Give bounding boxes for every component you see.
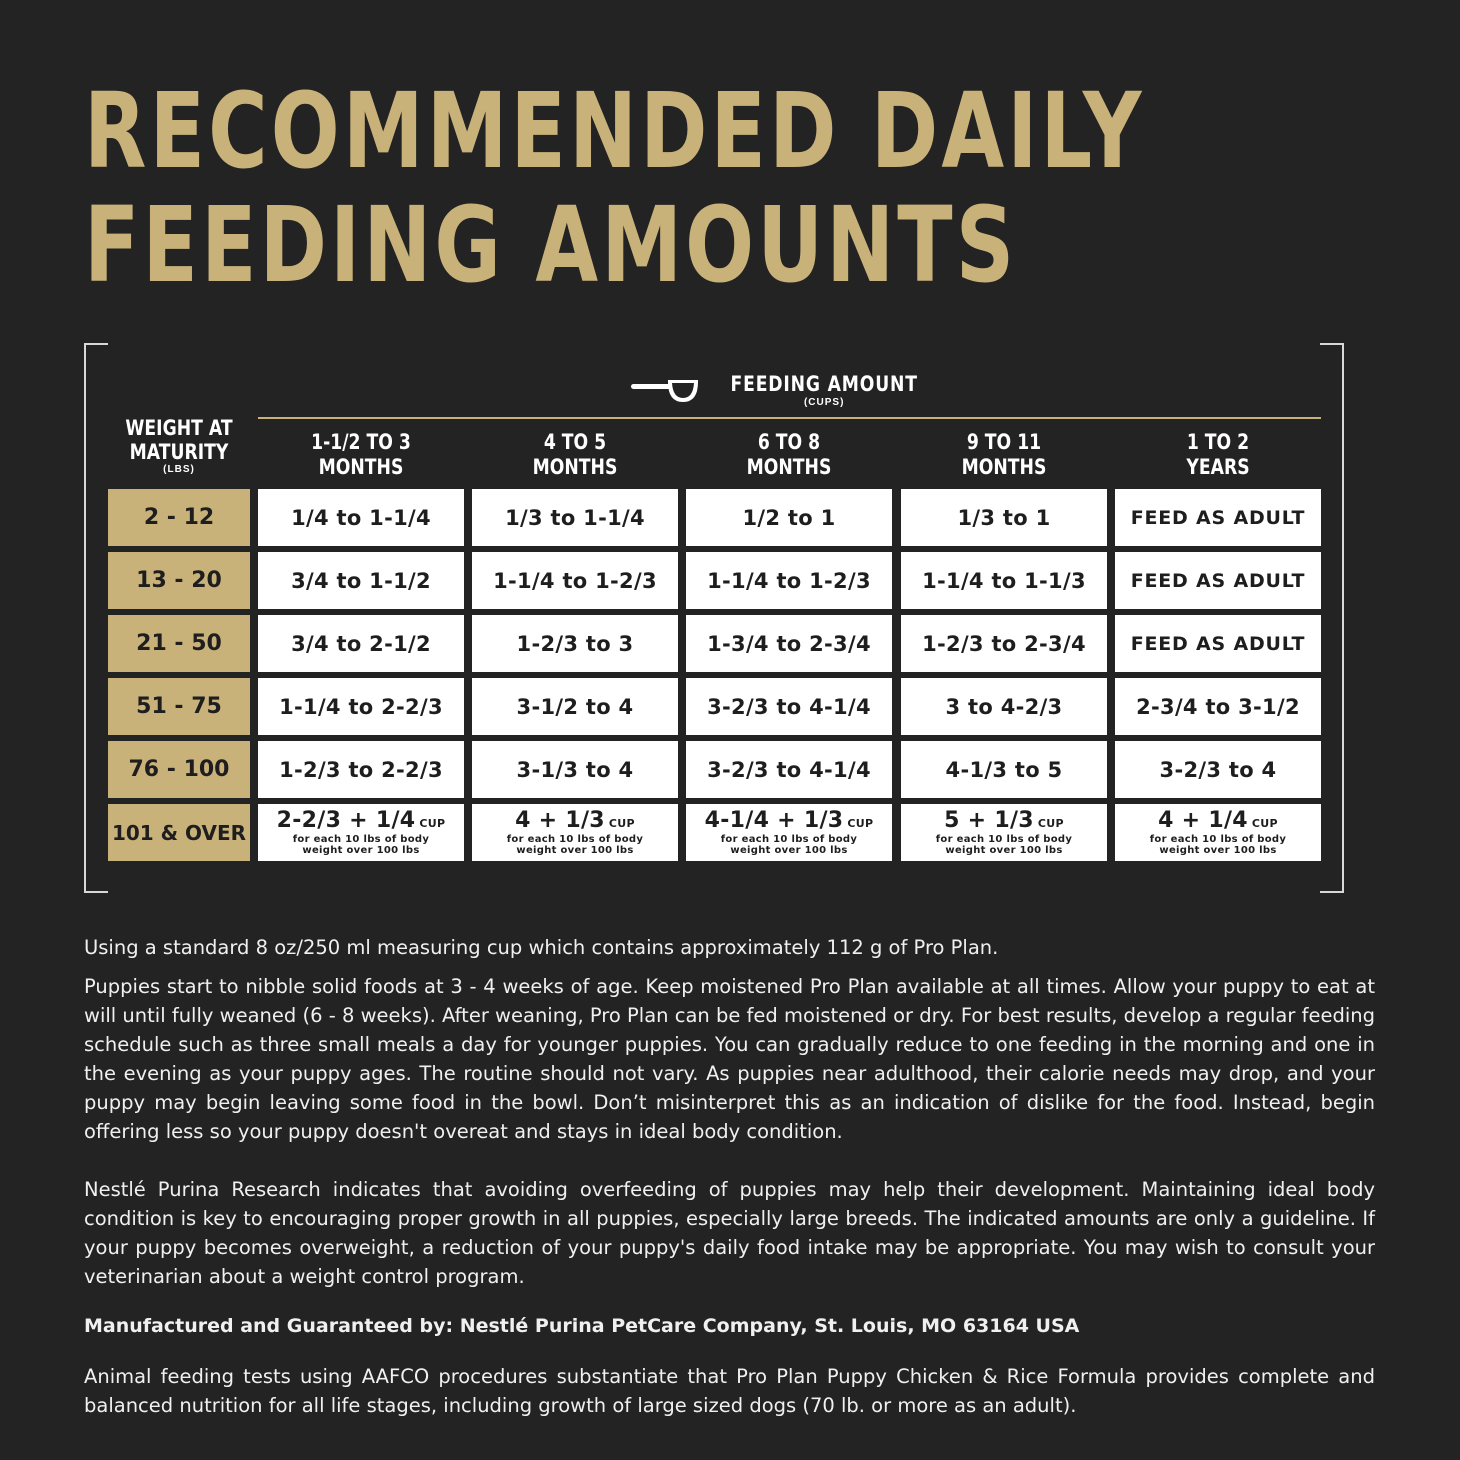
weight-header-unit: (LBS) [163,464,195,475]
amount: 5 + 1/3 [944,807,1034,833]
feeding-cell: 1-2/3 to 3 [472,615,678,672]
amount: 4 + 1/3 [515,807,605,833]
feeding-cell: 1-2/3 to 2-3/4 [901,615,1107,672]
feeding-cell-large-breed: 4 + 1/4 CUP for each 10 lbs of body weight… [1115,804,1321,861]
aafco-statement: Animal feeding tests using AAFCO procedu… [84,1365,1375,1417]
weight-cell: 13 - 20 [108,552,250,609]
weight-cell: 51 - 75 [108,678,250,735]
cup-unit: CUP [847,816,874,830]
note-line-2: weight over 100 lbs [1159,844,1277,856]
feeding-cell: 1/4 to 1-1/4 [258,489,464,546]
column-header-line-1: 4 TO 5 [543,430,607,454]
feeding-cell: 1-3/4 to 2-3/4 [686,615,892,672]
research-paragraph: Nestlé Purina Research indicates that av… [84,1178,1375,1288]
feeding-amount-label: FEEDING AMOUNT [730,372,918,396]
feeding-cell: 1-1/4 to 1-1/3 [901,552,1107,609]
feeding-cell: 1/3 to 1-1/4 [472,489,678,546]
table-bracket-right [1320,343,1344,893]
page-title: RECOMMENDED DAILY FEEDING AMOUNTS [84,70,1145,306]
feeding-cell: 2-3/4 to 3-1/2 [1115,678,1321,735]
feeding-cell: 3/4 to 2-1/2 [258,615,464,672]
feeding-amount-unit: (CUPS) [803,397,845,408]
feeding-cell: 1/3 to 1 [901,489,1107,546]
weight-header: WEIGHT AT MATURITY (LBS) [108,416,250,475]
feeding-cell: 3-2/3 to 4-1/4 [686,741,892,798]
weight-header-line-2: MATURITY [129,440,229,464]
cup-unit: CUP [608,816,635,830]
feeding-cell: 1-1/4 to 2-2/3 [258,678,464,735]
feeding-cell: 3-1/2 to 4 [472,678,678,735]
manufacturer-line: Manufactured and Guaranteed by: Nestlé P… [84,1315,1080,1337]
table-bracket-left [84,343,108,893]
column-header-line-2: MONTHS [318,455,404,479]
note-line-1: for each 10 lbs of body [506,833,644,845]
column-header-6-to-8-months: 6 TO 8 MONTHS [686,430,892,480]
column-header-line-1: 1 TO 2 [1186,430,1250,454]
column-header-9-to-11-months: 9 TO 11 MONTHS [901,430,1107,480]
column-header-1-to-2-years: 1 TO 2 YEARS [1115,430,1321,480]
column-header-4-to-5-months: 4 TO 5 MONTHS [472,430,678,480]
note-line-1: for each 10 lbs of body [1149,833,1287,845]
feeding-cell: FEED AS ADULT [1115,489,1321,546]
title-line-1: RECOMMENDED DAILY [84,70,1145,192]
feeding-cell: FEED AS ADULT [1115,552,1321,609]
feeding-cell-large-breed: 5 + 1/3 CUP for each 10 lbs of body weight… [901,804,1107,861]
amount: 2-2/3 + 1/4 [276,807,416,833]
note-line-2: weight over 100 lbs [516,844,634,856]
feeding-cell: 1-2/3 to 2-2/3 [258,741,464,798]
cup-unit: CUP [1251,816,1278,830]
note-line-1: for each 10 lbs of body [720,833,858,845]
feeding-cell-large-breed: 4-1/4 + 1/3 CUP for each 10 lbs of body we… [686,804,892,861]
feeding-cell: 3/4 to 1-1/2 [258,552,464,609]
weight-cell: 21 - 50 [108,615,250,672]
note-line-1: for each 10 lbs of body [292,833,430,845]
weight-cell: 76 - 100 [108,741,250,798]
column-header-line-2: MONTHS [746,455,832,479]
feeding-cell-large-breed: 2-2/3 + 1/4 CUP for each 10 lbs of body we… [258,804,464,861]
feeding-cell: 3-1/3 to 4 [472,741,678,798]
column-header-line-2: MONTHS [532,455,618,479]
puppy-feeding-paragraph: Puppies start to nibble solid foods at 3… [84,975,1375,1143]
column-header-1-5-to-3-months: 1-1/2 TO 3 MONTHS [258,430,464,480]
feeding-cell: 1-1/4 to 1-2/3 [472,552,678,609]
cup-unit: CUP [1037,816,1064,830]
feeding-cell: FEED AS ADULT [1115,615,1321,672]
note-line-1: for each 10 lbs of body [935,833,1073,845]
column-header-line-1: 1-1/2 TO 3 [311,430,411,454]
amount: 4-1/4 + 1/3 [704,807,844,833]
cup-unit: CUP [419,816,446,830]
column-header-line-2: YEARS [1186,455,1250,479]
weight-header-line-1: WEIGHT AT [125,416,233,440]
header-divider [258,417,1321,419]
amount: 4 + 1/4 [1158,807,1248,833]
note-line-2: weight over 100 lbs [945,844,1063,856]
note-line-2: weight over 100 lbs [302,844,420,856]
feeding-cell: 3-2/3 to 4 [1115,741,1321,798]
measuring-cup-note: Using a standard 8 oz/250 ml measuring c… [84,936,999,959]
column-header-line-1: 6 TO 8 [757,430,821,454]
feeding-cell: 4-1/3 to 5 [901,741,1107,798]
feeding-cell: 3 to 4-2/3 [901,678,1107,735]
feeding-cell-large-breed: 4 + 1/3 CUP for each 10 lbs of body weight… [472,804,678,861]
column-header-line-1: 9 TO 11 [966,430,1042,454]
note-line-2: weight over 100 lbs [730,844,848,856]
weight-cell: 101 & OVER [108,804,250,861]
feeding-cell: 3-2/3 to 4-1/4 [686,678,892,735]
feeding-cell: 1-1/4 to 1-2/3 [686,552,892,609]
feeding-amount-header: FEEDING AMOUNT (CUPS) [630,370,938,410]
weight-cell: 2 - 12 [108,489,250,546]
feeding-cell: 1/2 to 1 [686,489,892,546]
title-line-2: FEEDING AMOUNTS [84,184,1018,306]
measuring-scoop-icon [631,380,698,402]
column-header-line-2: MONTHS [961,455,1047,479]
